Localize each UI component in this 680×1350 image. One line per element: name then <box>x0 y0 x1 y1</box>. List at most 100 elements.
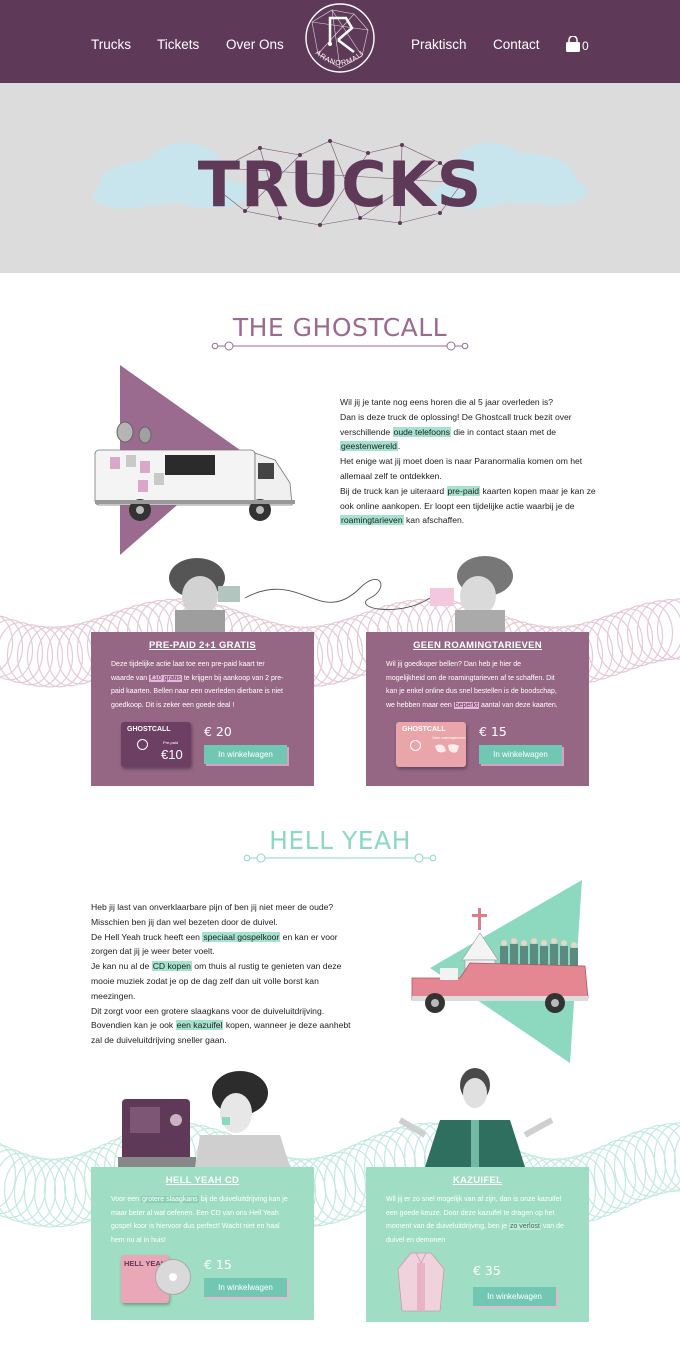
text-line: ook online aankopen. Er loopt een tijdel… <box>340 500 575 511</box>
nav-trucks[interactable]: Trucks <box>91 37 131 52</box>
highlighted-phrase: roamingtarieven <box>340 515 404 526</box>
text-line: Wil jij er zo snel mogelijk van af zijn,… <box>386 1196 562 1203</box>
text-line: Deze tijdelijke actie laat toe een pre-p… <box>111 661 265 668</box>
section-title-hell-yeah: HELL YEAH <box>269 826 411 855</box>
product-sub: Geen roamingtarieven <box>432 736 466 740</box>
product-card-kazuifel: KAZUIFEL Wil jij er zo snel mogelijk van… <box>366 1167 589 1322</box>
text-line: Wil jij je tante nog eens horen die al 5… <box>340 397 554 407</box>
product-price: € 15 <box>479 724 507 739</box>
product-label: HELL YEAH <box>124 1259 167 1268</box>
nav-contact[interactable]: Contact <box>493 37 540 52</box>
text-line: mogelijkheid om de roamingtarieven af te… <box>386 674 555 682</box>
text-line: Wil jij goedkoper bellen? Dan heb je hie… <box>386 661 522 668</box>
prepaid-card-image: GHOSTCALL Pre-paid €10 <box>121 722 191 767</box>
highlighted-phrase: €10 gratis <box>149 674 182 682</box>
hero-banner: TRUCKS <box>0 83 680 273</box>
add-to-cart-button[interactable]: In winkelwagen <box>204 745 287 764</box>
text-line: Voor een grotere slaagkans bij de duivel… <box>111 1196 288 1203</box>
text-line: gospel koor is hiervoor dus perfect! Wac… <box>111 1223 280 1230</box>
logo-constellation-icon: PARANORMALIA <box>302 0 375 73</box>
text-line: Dit zorgt voor een grotere slaagkans voo… <box>91 1005 325 1016</box>
highlighted-phrase: zo verlost <box>508 1223 541 1230</box>
card-description: Deze tijdelijke actie laat toe een pre-p… <box>111 658 296 712</box>
highlighted-phrase: pre-paid <box>446 485 481 496</box>
text-line: zal de duiveluitdrijving sneller gaan. <box>91 1035 227 1046</box>
text-line: maar beter al wat oefenen. Een CD van on… <box>111 1209 279 1217</box>
cd-disc-icon <box>155 1259 191 1295</box>
product-label: GHOSTCALL <box>402 726 446 733</box>
text-line: verschillende oude telefoons die in cont… <box>340 426 557 437</box>
text-line: Bovendien kan je ook een kazuifel kopen,… <box>91 1020 351 1031</box>
card-title[interactable]: GEEN ROAMINGTARIEVEN <box>413 640 542 651</box>
text-line: mooie muziek zodat je op de dag zelf dan… <box>91 975 319 986</box>
text-line: Heb jij last van onverklaarbare pijn of … <box>91 902 334 912</box>
title-divider-ornament <box>211 341 469 351</box>
text-line: kan je enkel online dus snel bestellen i… <box>386 688 557 695</box>
church-truck-illustration <box>411 880 589 1063</box>
highlighted-phrase: CD kopen <box>151 961 192 972</box>
product-card-cd: HELL YEAH CD Voor een grotere slaagkans … <box>91 1167 314 1320</box>
card-description: Wil jij er zo snel mogelijk van af zijn,… <box>386 1193 571 1247</box>
text-line: Het enige wat jij moet doen is naar Para… <box>340 456 583 467</box>
roaming-card-image: GHOSTCALL Geen roamingtarieven <box>396 722 466 767</box>
highlighted-phrase: speciaal gospelkoor <box>202 931 281 942</box>
text-line: De Hell Yeah truck heeft een speciaal go… <box>91 931 338 942</box>
top-navigation: Trucks Tickets Over Ons Praktisch Contac… <box>0 0 680 92</box>
nav-praktisch[interactable]: Praktisch <box>411 37 467 52</box>
nav-over-ons[interactable]: Over Ons <box>226 37 284 52</box>
product-price: € 15 <box>204 1257 232 1272</box>
cart-icon[interactable] <box>565 36 581 53</box>
product-label: GHOSTCALL <box>127 726 171 733</box>
logo[interactable]: PARANORMALIA <box>294 0 386 92</box>
text-line: Je kan nu al de CD kopen om thuis al rus… <box>91 961 342 972</box>
ghostcall-description: Wil jij je tante nog eens horen die al 5… <box>340 395 596 528</box>
section-title-ghostcall: THE GHOSTCALL <box>232 313 448 342</box>
product-card-prepaid: PRE-PAID 2+1 GRATIS Deze tijdelijke acti… <box>91 632 314 786</box>
text-line: goedkoop. Dit is zeker een goede deal ! <box>111 701 235 709</box>
text-line: een goede keuze. Door deze kazuifel te d… <box>386 1209 555 1217</box>
card-title[interactable]: KAZUIFEL <box>452 1175 503 1186</box>
product-value: €10 <box>161 747 183 762</box>
card-description: Wil jij goedkoper bellen? Dan heb je hie… <box>386 658 571 712</box>
text-line: roamingtarieven kan afschaffen. <box>340 515 465 526</box>
text-line: allemaal zelf te ontdekken. <box>340 470 442 481</box>
highlighted-phrase: geestenwereld <box>340 441 398 452</box>
hero-clouds-decoration <box>93 139 587 227</box>
text-line: paid kaarten. Bellen naar een overleden … <box>111 688 284 695</box>
card-description: Voor een grotere slaagkans bij de duivel… <box>111 1193 296 1247</box>
highlighted-phrase: oude telefoons <box>392 426 451 437</box>
product-card-roaming: GEEN ROAMINGTARIEVEN Wil jij goedkoper b… <box>366 632 589 786</box>
nav-tickets[interactable]: Tickets <box>157 37 200 52</box>
title-divider-ornament <box>243 853 437 863</box>
card-title[interactable]: HELL YEAH CD <box>165 1175 240 1186</box>
text-line: zorgen dat jij je weer beter voelt. <box>91 946 215 957</box>
text-line: Bij de truck kan je uiteraard pre-paid k… <box>340 485 596 496</box>
highlighted-phrase: een kazuifel <box>175 1020 224 1031</box>
world-map-icon <box>435 744 459 753</box>
cart-count: 0 <box>582 39 589 53</box>
product-price: € 35 <box>473 1263 501 1278</box>
mini-logo-icon <box>410 740 421 751</box>
text-line: Dan is deze truck de oplossing! De Ghost… <box>340 411 572 422</box>
text-line: meezingen. <box>91 990 136 1001</box>
text-line: hem nu al in huis! <box>111 1236 166 1244</box>
product-price: € 20 <box>204 724 232 739</box>
highlighted-phrase: beperkt <box>453 701 480 709</box>
hell-yeah-description: Heb jij last van onverklaarbare pijn of … <box>91 900 351 1048</box>
add-to-cart-button[interactable]: In winkelwagen <box>204 1278 287 1297</box>
add-to-cart-button[interactable]: In winkelwagen <box>473 1287 556 1306</box>
highlighted-phrase: grotere slaagkans <box>140 1196 199 1203</box>
text-line: duivel en demonen <box>386 1236 446 1244</box>
text-line: geestenwereld. <box>340 441 401 452</box>
page-title: TRUCKS <box>197 148 483 221</box>
text-line: we hebben maar een beperkt aantal van de… <box>386 701 558 709</box>
ghost-truck-illustration <box>94 365 295 555</box>
kazuifel-image <box>397 1252 445 1312</box>
add-to-cart-button[interactable]: In winkelwagen <box>479 745 562 764</box>
card-title[interactable]: PRE-PAID 2+1 GRATIS <box>149 640 256 651</box>
text-line: waarde van €10 gratis te krijgen bij aan… <box>111 674 284 682</box>
product-sub: Pre-paid <box>163 740 179 745</box>
mini-logo-icon <box>137 739 148 750</box>
text-line: Misschien ben jij dan wel bezeten door d… <box>91 916 278 927</box>
text-line: moment van de duiveluitdrijving, ben je … <box>386 1223 564 1230</box>
